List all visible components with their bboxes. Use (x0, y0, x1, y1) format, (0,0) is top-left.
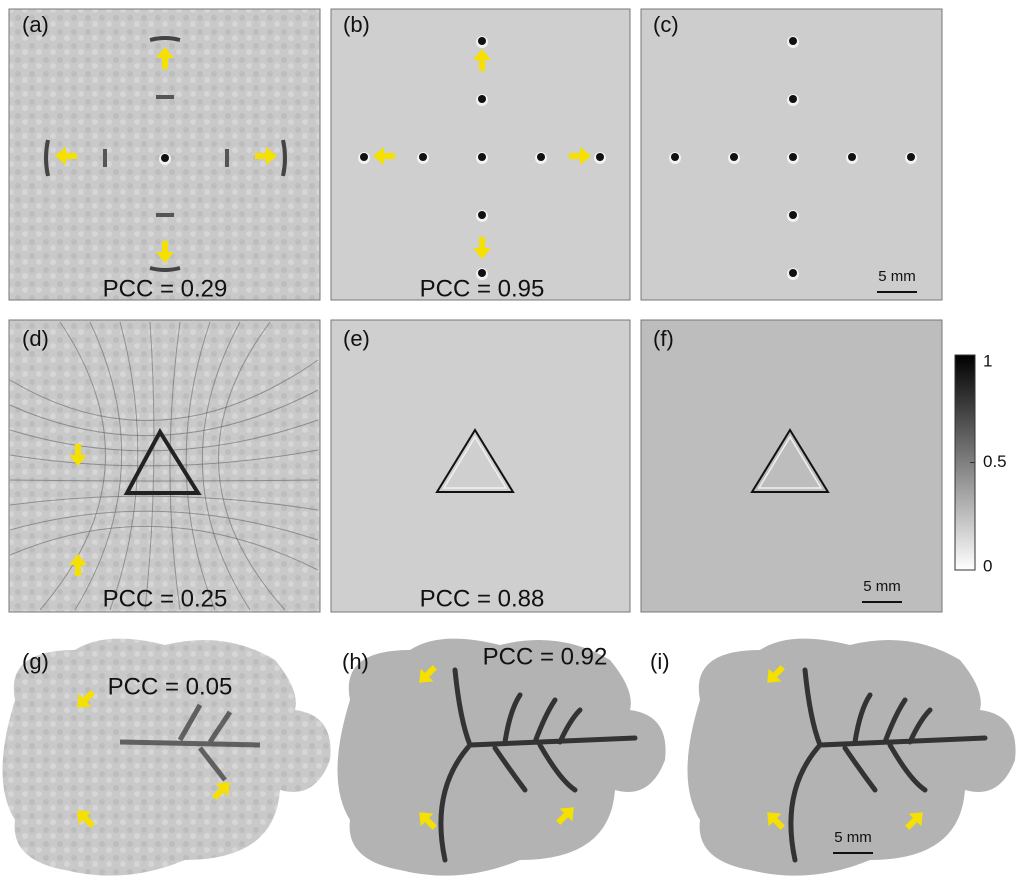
target-dot (789, 153, 797, 161)
pcc-label: PCC = 0.29 (103, 275, 228, 302)
artifact (46, 140, 48, 176)
target-dot (730, 153, 738, 161)
target-dot (848, 153, 856, 161)
panel-label: (b) (343, 12, 370, 37)
scale-bar-label: 5 mm (834, 829, 872, 846)
target-dot (478, 211, 486, 219)
target-dot (596, 153, 604, 161)
pcc-label: PCC = 0.25 (103, 585, 228, 612)
pcc-label: PCC = 0.05 (108, 673, 233, 700)
panel-label: (d) (22, 326, 49, 351)
artifact (150, 268, 180, 270)
target-dot (789, 37, 797, 45)
panel-label: (a) (22, 12, 49, 37)
image-panel (331, 320, 630, 612)
target-dot (537, 153, 545, 161)
artifact (283, 140, 285, 176)
target-dot (478, 153, 486, 161)
target-dot (789, 95, 797, 103)
target-dot (789, 269, 797, 277)
target-dot (671, 153, 679, 161)
colorbar-tick-label: 0.5 (983, 452, 1007, 471)
figure: (a) PCC = 0.29 (b) PCC = 0.95 (c) 5 mm (d) PCC … (0, 0, 1019, 890)
target-dot (360, 153, 368, 161)
target-dot (478, 95, 486, 103)
target-dot (478, 37, 486, 45)
scale-bar-label: 5 mm (863, 578, 901, 595)
colorbar-tick-label: 0 (983, 556, 992, 575)
panel-label: (h) (342, 649, 369, 674)
pcc-label: PCC = 0.95 (420, 275, 545, 302)
target-dot (907, 153, 915, 161)
target-dot (419, 153, 427, 161)
artifact (150, 38, 180, 40)
pcc-label: PCC = 0.88 (420, 585, 545, 612)
panel-label: (g) (22, 649, 49, 674)
artifact (156, 95, 174, 99)
panel-label: (i) (650, 649, 670, 674)
artifact (156, 213, 174, 217)
panel-label: (c) (653, 12, 679, 37)
target-dot (161, 154, 169, 162)
target-dot (789, 211, 797, 219)
panel-label: (f) (653, 326, 674, 351)
panel-label: (e) (343, 326, 370, 351)
pcc-label: PCC = 0.92 (483, 643, 608, 670)
image-panel (641, 320, 942, 612)
artifact (225, 149, 229, 167)
scale-bar-label: 5 mm (878, 268, 916, 285)
artifact (103, 149, 107, 167)
colorbar-tick-label: 1 (983, 351, 992, 370)
